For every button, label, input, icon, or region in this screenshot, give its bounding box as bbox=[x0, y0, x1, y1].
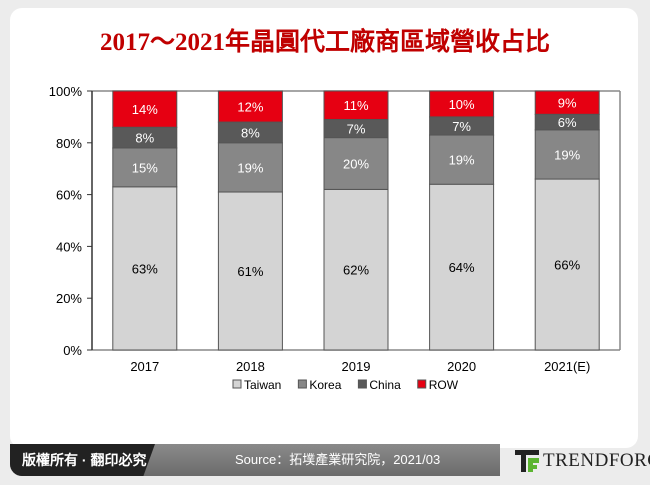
bar-taiwan bbox=[534, 178, 600, 351]
trendforce-logo: TRENDFORCE bbox=[515, 448, 650, 474]
bar-taiwan bbox=[217, 191, 283, 351]
data-label: 61% bbox=[237, 264, 263, 279]
data-label: 9% bbox=[558, 96, 577, 111]
brand-name: TRENDFORCE bbox=[543, 450, 650, 471]
x-tick-label: 2020 bbox=[447, 359, 476, 374]
data-label: 8% bbox=[135, 131, 154, 146]
data-label: 62% bbox=[343, 263, 369, 278]
data-label: 19% bbox=[237, 160, 263, 175]
bar-korea bbox=[217, 142, 283, 193]
data-label: 19% bbox=[554, 147, 580, 162]
legend-label-korea: Korea bbox=[309, 378, 341, 392]
data-label: 64% bbox=[449, 260, 475, 275]
chart-title: 2017～2021年晶圓代工廠商區域營收占比 bbox=[99, 29, 550, 56]
data-label: 19% bbox=[449, 153, 475, 168]
y-tick-label: 60% bbox=[56, 188, 82, 203]
data-label: 6% bbox=[558, 115, 577, 130]
y-tick-label: 100% bbox=[49, 84, 83, 99]
bar-taiwan bbox=[323, 188, 389, 351]
bar-taiwan bbox=[112, 186, 178, 351]
data-label: 66% bbox=[554, 258, 580, 273]
data-label: 7% bbox=[452, 119, 471, 134]
bar-row bbox=[534, 90, 600, 115]
data-label: 20% bbox=[343, 157, 369, 172]
legend-swatch-china bbox=[357, 379, 367, 389]
x-tick-label: 2017 bbox=[130, 359, 159, 374]
bar-korea bbox=[112, 147, 178, 188]
legend-label-china: China bbox=[369, 378, 401, 392]
bar-row bbox=[323, 90, 389, 120]
data-label: 11% bbox=[343, 98, 368, 113]
y-tick-label: 0% bbox=[63, 343, 82, 358]
data-label: 10% bbox=[449, 97, 475, 112]
data-label: 14% bbox=[132, 102, 158, 117]
legend-label-row: ROW bbox=[429, 378, 459, 392]
stacked-bar-chart: 0% 20% 40% 60% 80% 100% 63% 15% 8% 14% 2017 61% 19% 8… bbox=[49, 84, 621, 392]
legend-swatch-row bbox=[417, 379, 427, 389]
y-tick-label: 80% bbox=[56, 136, 82, 151]
bar-row bbox=[217, 90, 283, 123]
source-text: Source：拓墣產業研究院，2021/03 bbox=[235, 452, 441, 467]
legend-swatch-taiwan bbox=[232, 379, 242, 389]
bar-row bbox=[112, 90, 178, 128]
data-label: 7% bbox=[347, 122, 366, 137]
bar-row bbox=[429, 90, 495, 118]
legend-label-taiwan: Taiwan bbox=[244, 378, 281, 392]
x-tick-label: 2018 bbox=[236, 359, 265, 374]
copyright-notice: 版權所有 · 翻印必究 bbox=[10, 444, 155, 476]
bar-korea bbox=[429, 134, 495, 185]
data-label: 8% bbox=[241, 125, 260, 140]
data-label: 15% bbox=[132, 160, 158, 175]
bar-taiwan bbox=[429, 183, 495, 351]
bar-korea bbox=[534, 129, 600, 180]
trendforce-logo-icon bbox=[515, 450, 539, 472]
data-label: 63% bbox=[132, 261, 158, 276]
y-tick-label: 20% bbox=[56, 291, 82, 306]
footer: 版權所有 · 翻印必究 Source：拓墣產業研究院，2021/03 TREND… bbox=[10, 444, 650, 476]
data-label: 12% bbox=[237, 100, 263, 115]
y-tick-label: 40% bbox=[56, 239, 82, 254]
legend-swatch-korea bbox=[297, 379, 307, 389]
x-tick-label: 2019 bbox=[342, 359, 371, 374]
x-tick-label: 2021(E) bbox=[544, 359, 590, 374]
